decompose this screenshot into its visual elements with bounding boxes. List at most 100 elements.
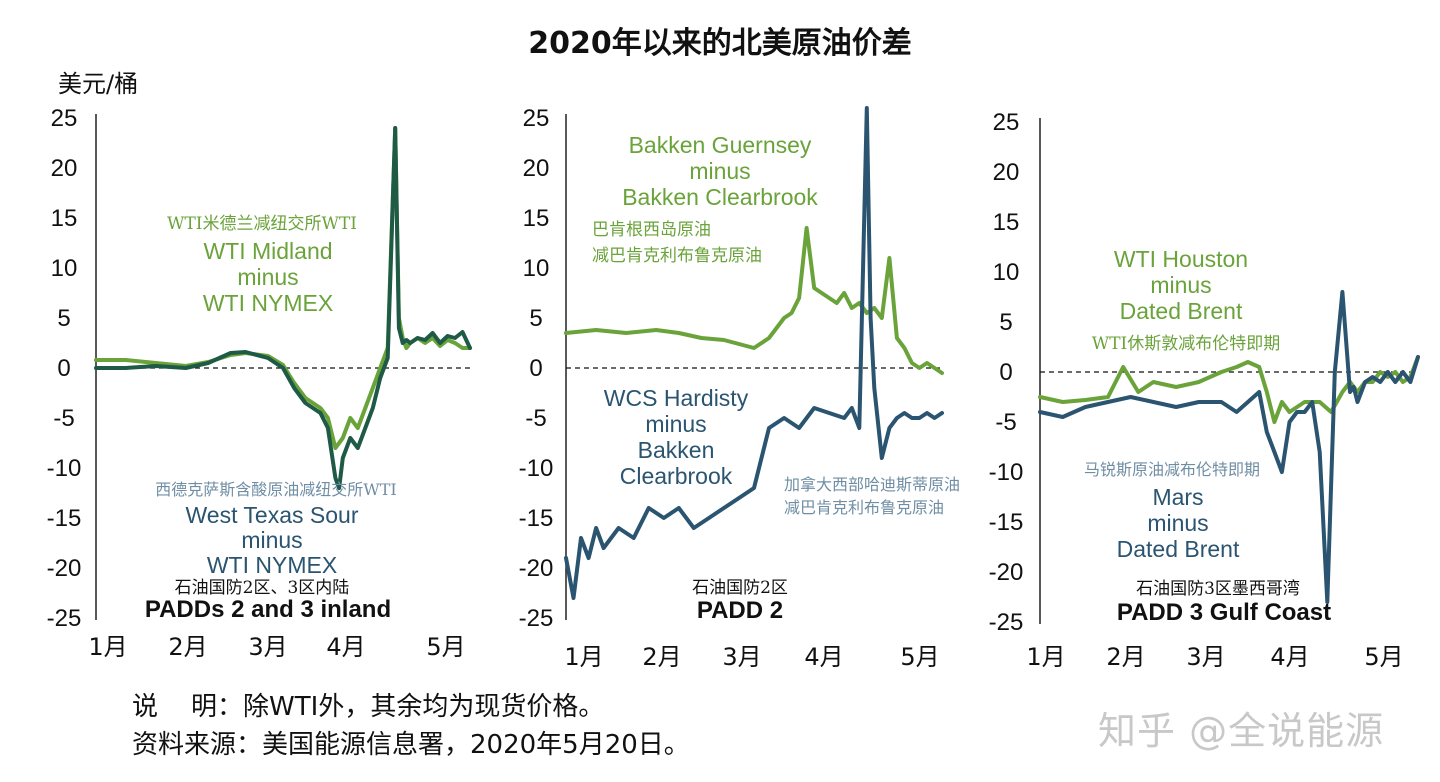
y-tick-label: 0 — [57, 355, 70, 382]
x-tick-label: 1月 — [1026, 643, 1065, 671]
panel-1-green-en-line3: WTI NYMEX — [203, 290, 333, 316]
y-tick-label: 5 — [529, 305, 542, 332]
panel-3-blue-cn-label: 马锐斯原油减布伦特即期 — [1084, 460, 1260, 479]
y-tick-label: 20 — [993, 159, 1020, 186]
panel-2-axes: 25 20 15 10 5 0 -5 -10 -15 -20 -25 1月 2月 3月 4月 5月 — [519, 105, 942, 671]
x-tick-label: 5月 — [900, 643, 939, 671]
x-tick-label: 5月 — [426, 633, 465, 661]
y-tick-label: 10 — [993, 259, 1020, 286]
panel-1-green-cn-label: WTI米德兰减纽交所WTI — [167, 214, 357, 234]
x-tick-label: 4月 — [804, 643, 843, 671]
panel-3-green-en-line3: Dated Brent — [1120, 298, 1243, 324]
y-tick-label: -5 — [525, 405, 546, 432]
panel-1-title-cn: 石油国防2区、3区内陆 — [175, 578, 350, 598]
series-line-2 — [1038, 290, 1420, 604]
panel-2-green-en-line1: Bakken Guernsey — [629, 132, 812, 158]
y-tick-label: -20 — [989, 559, 1024, 586]
panel-2-blue-cn-line2: 减巴肯克利布鲁克原油 — [784, 498, 944, 517]
x-tick-label: 3月 — [722, 643, 761, 671]
panel-3-series — [1038, 290, 1420, 604]
panel-3-green-en-line1: WTI Houston — [1114, 246, 1248, 272]
panel-1-green-en-line2: minus — [237, 264, 298, 290]
y-tick-label: -25 — [519, 605, 554, 632]
panel-2-title-en: PADD 2 — [697, 597, 783, 624]
y-tick-label: 0 — [529, 355, 542, 382]
x-tick-label: 3月 — [1186, 643, 1225, 671]
panel-3-blue-en-line1: Mars — [1152, 484, 1203, 510]
panel-2-blue-en-line1: WCS Hardisty — [604, 385, 749, 411]
y-tick-label: 25 — [523, 105, 550, 132]
y-tick-label: -15 — [47, 505, 82, 532]
y-tick-label: 10 — [523, 255, 550, 282]
x-tick-label: 2月 — [1106, 643, 1145, 671]
x-tick-label: 4月 — [326, 633, 365, 661]
y-tick-label: 10 — [51, 255, 78, 282]
y-tick-label: 15 — [51, 205, 78, 232]
note-source: 资料来源：美国能源信息署，2020年5月20日。 — [132, 730, 690, 760]
series-line-2 — [564, 106, 944, 600]
y-tick-label: -10 — [47, 455, 82, 482]
chart-title: 2020年以来的北美原油价差 — [528, 26, 912, 61]
x-tick-label: 5月 — [1364, 643, 1403, 671]
x-tick-label: 4月 — [1270, 643, 1309, 671]
panel-2-green-en-line3: Bakken Clearbrook — [622, 184, 818, 210]
y-tick-label: -25 — [47, 605, 82, 632]
y-tick-label: -5 — [53, 405, 74, 432]
y-tick-label: -15 — [519, 505, 554, 532]
panel-2-series — [564, 106, 944, 600]
panel-3-green-cn-label: WTI休斯敦减布伦特即期 — [1092, 334, 1281, 354]
x-tick-label: 2月 — [642, 643, 681, 671]
x-tick-label: 1月 — [564, 643, 603, 671]
panel-2-blue-en-line4: Clearbrook — [620, 463, 733, 489]
y-tick-label: 5 — [57, 305, 70, 332]
panel-2-blue-en-line2: minus — [645, 411, 706, 437]
x-tick-label: 3月 — [248, 633, 287, 661]
panel-1-blue-en-line1: West Texas Sour — [185, 502, 358, 528]
y-unit-label: 美元/桶 — [58, 70, 139, 98]
panel-3-blue-en-line3: Dated Brent — [1117, 536, 1240, 562]
panel-1-blue-cn-label: 西德克萨斯含酸原油减纽交所WTI — [155, 480, 396, 499]
panel-1-blue-en-line2: minus — [241, 527, 302, 553]
x-tick-label: 1月 — [88, 633, 127, 661]
footnotes: 说 明：除WTI外，其余均为现货价格。 资料来源：美国能源信息署，2020年5月… — [132, 688, 690, 764]
panel-3-title-cn: 石油国防3区墨西哥湾 — [1136, 579, 1300, 599]
panel-2-title-cn: 石油国防2区 — [692, 578, 788, 598]
y-tick-label: 5 — [999, 309, 1012, 336]
series-line-2 — [94, 126, 472, 490]
watermark: 知乎 @全说能源 — [1098, 709, 1385, 753]
y-tick-label: 15 — [993, 209, 1020, 236]
y-tick-label: 15 — [523, 205, 550, 232]
y-tick-label: 20 — [523, 155, 550, 182]
y-tick-label: 20 — [51, 155, 78, 182]
panel-2: 25 20 15 10 5 0 -5 -10 -15 -20 -25 1月 2月 3月 4月 5月 Bakke… — [519, 105, 960, 671]
y-tick-label: 0 — [999, 359, 1012, 386]
series-line-1 — [1038, 355, 1420, 424]
note-description: 说 明：除WTI外，其余均为现货价格。 — [132, 692, 605, 722]
y-tick-label: -15 — [989, 509, 1024, 536]
y-tick-label: -5 — [995, 409, 1016, 436]
y-tick-label: -20 — [47, 555, 82, 582]
panel-3-green-en-line2: minus — [1150, 272, 1211, 298]
panel-2-green-cn-line2: 减巴肯克利布鲁克原油 — [592, 246, 762, 266]
y-tick-label: -20 — [519, 555, 554, 582]
series-line-1 — [564, 226, 944, 375]
panel-2-green-cn-line1: 巴肯根西岛原油 — [592, 220, 711, 240]
panel-3-title-en: PADD 3 Gulf Coast — [1117, 599, 1331, 626]
x-tick-label: 2月 — [168, 633, 207, 661]
panel-2-blue-en-line3: Bakken — [638, 437, 715, 463]
panel-2-blue-cn-line1: 加拿大西部哈迪斯蒂原油 — [784, 475, 960, 494]
y-tick-label: 25 — [993, 109, 1020, 136]
y-tick-label: 25 — [51, 105, 78, 132]
y-tick-label: -25 — [989, 609, 1024, 636]
panel-3-blue-en-line2: minus — [1147, 510, 1208, 536]
panel-2-green-en-line2: minus — [689, 158, 750, 184]
panel-1-title-en: PADDs 2 and 3 inland — [145, 596, 391, 623]
panel-1-blue-en-line3: WTI NYMEX — [207, 552, 337, 578]
panel-1-series — [94, 126, 472, 490]
y-tick-label: -10 — [519, 455, 554, 482]
